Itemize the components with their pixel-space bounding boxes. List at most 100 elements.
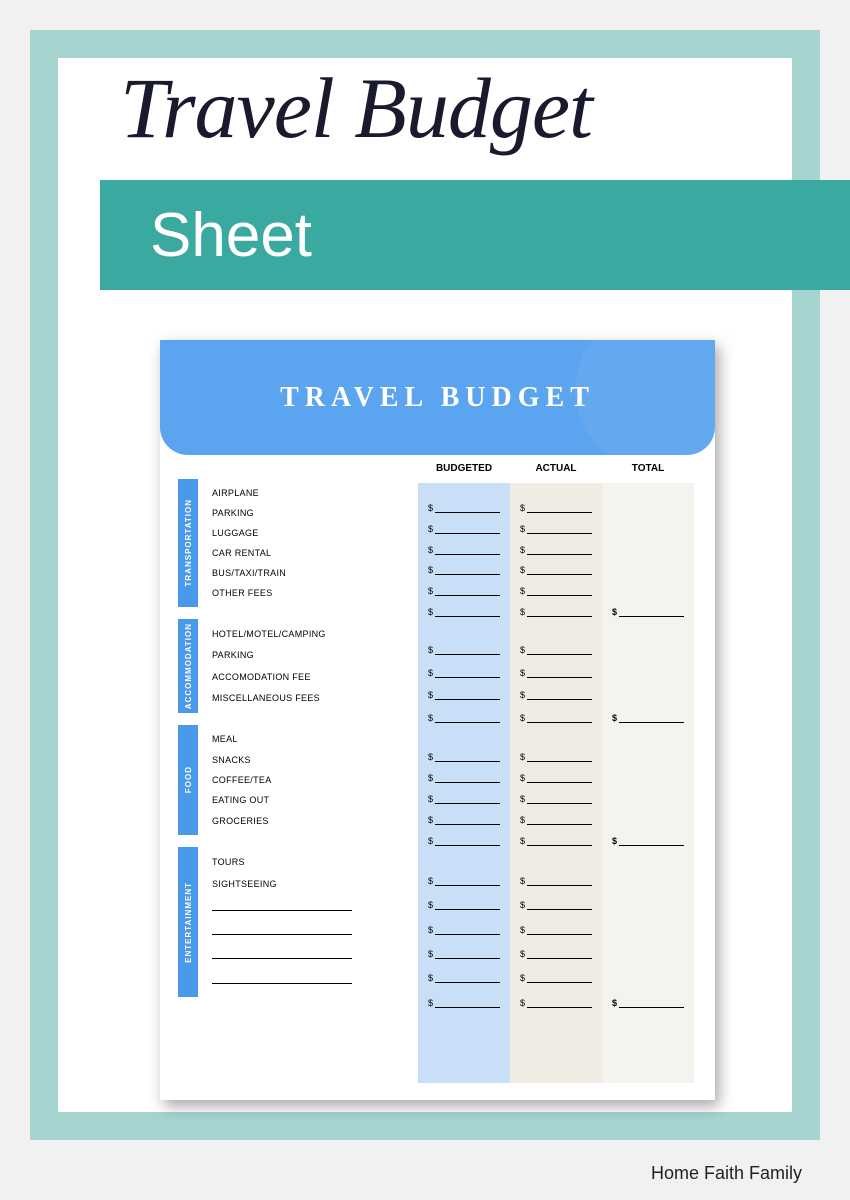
item-row: PARKING (212, 645, 398, 665)
currency-symbol: $ (520, 973, 525, 983)
value-cell[interactable] (602, 919, 694, 935)
value-cell[interactable] (602, 518, 694, 534)
value-cell[interactable]: $ (510, 746, 602, 762)
value-cell[interactable] (602, 809, 694, 825)
value-cell[interactable] (602, 894, 694, 910)
value-cell[interactable]: $ (418, 809, 510, 825)
category-labels-column: TRANSPORTATIONAIRPLANEPARKINGLUGGAGECAR … (178, 467, 398, 1080)
blank-item-line[interactable] (212, 949, 352, 959)
items-list: HOTEL/MOTEL/CAMPINGPARKINGACCOMODATION F… (212, 619, 398, 713)
value-cell[interactable]: $ (418, 684, 510, 700)
value-cell[interactable]: $ (418, 870, 510, 886)
item-row: OTHER FEES (212, 583, 398, 603)
value-cell[interactable]: $ (510, 539, 602, 555)
value-underline (527, 752, 592, 762)
value-cell[interactable]: $ (418, 662, 510, 678)
currency-symbol: $ (612, 713, 617, 723)
value-cell[interactable] (602, 662, 694, 678)
currency-symbol: $ (520, 752, 525, 762)
value-cell[interactable] (602, 639, 694, 655)
value-cell[interactable] (602, 580, 694, 596)
value-cell[interactable] (602, 539, 694, 555)
currency-symbol: $ (428, 925, 433, 935)
value-cell[interactable]: $ (510, 518, 602, 534)
value-cell[interactable]: $ (418, 639, 510, 655)
value-row: $$$ (418, 598, 698, 619)
section-food: FOODMEALSNACKSCOFFEE/TEAEATING OUTGROCER… (178, 725, 398, 835)
value-cell[interactable]: $ (418, 497, 510, 513)
value-cell[interactable]: $ (602, 707, 694, 723)
item-row: AIRPLANE (212, 483, 398, 503)
value-underline (527, 586, 592, 596)
value-underline (527, 794, 592, 804)
value-underline (435, 586, 500, 596)
value-cell[interactable]: $ (510, 788, 602, 804)
value-cell[interactable]: $ (510, 943, 602, 959)
currency-symbol: $ (520, 773, 525, 783)
value-cell[interactable]: $ (510, 809, 602, 825)
value-cell[interactable]: $ (510, 767, 602, 783)
value-cell[interactable]: $ (510, 830, 602, 846)
value-cell[interactable] (602, 559, 694, 575)
value-underline (435, 668, 500, 678)
value-cell[interactable]: $ (418, 992, 510, 1008)
value-cell[interactable] (602, 943, 694, 959)
blank-item-line[interactable] (212, 901, 352, 911)
value-cell[interactable] (602, 870, 694, 886)
value-cell[interactable]: $ (510, 639, 602, 655)
value-cell[interactable]: $ (418, 767, 510, 783)
value-cell[interactable]: $ (510, 662, 602, 678)
value-underline (527, 524, 592, 534)
currency-symbol: $ (428, 586, 433, 596)
currency-symbol: $ (520, 900, 525, 910)
value-underline (435, 524, 500, 534)
currency-symbol: $ (428, 545, 433, 555)
value-cell[interactable]: $ (418, 943, 510, 959)
value-cell[interactable] (602, 684, 694, 700)
value-cell[interactable] (602, 967, 694, 983)
value-cell[interactable]: $ (510, 684, 602, 700)
blank-item-line[interactable] (212, 925, 352, 935)
value-cell[interactable]: $ (418, 919, 510, 935)
value-cell[interactable]: $ (418, 830, 510, 846)
value-cell[interactable]: $ (510, 919, 602, 935)
value-cell[interactable] (602, 767, 694, 783)
currency-symbol: $ (612, 607, 617, 617)
value-cell[interactable]: $ (418, 539, 510, 555)
value-cell[interactable]: $ (418, 601, 510, 617)
value-cell[interactable]: $ (510, 870, 602, 886)
value-cell[interactable]: $ (510, 497, 602, 513)
value-cell[interactable] (602, 788, 694, 804)
value-cell[interactable]: $ (510, 992, 602, 1008)
value-cell[interactable]: $ (510, 559, 602, 575)
category-label: FOOD (184, 766, 193, 793)
item-row: TOURS (212, 852, 398, 872)
value-cell[interactable]: $ (510, 894, 602, 910)
value-cell[interactable]: $ (418, 967, 510, 983)
value-cell[interactable]: $ (418, 559, 510, 575)
budget-sheet: TRAVEL BUDGET BUDGETED ACTUAL TOTAL TRAN… (160, 340, 715, 1100)
value-cell[interactable]: $ (418, 707, 510, 723)
value-cell[interactable]: $ (510, 967, 602, 983)
blank-item-line[interactable] (212, 974, 352, 984)
value-row: $$ (418, 658, 698, 681)
value-underline (435, 713, 500, 723)
value-cell[interactable]: $ (418, 788, 510, 804)
value-cell[interactable]: $ (418, 518, 510, 534)
value-underline (527, 949, 592, 959)
value-cell[interactable]: $ (418, 580, 510, 596)
value-cell[interactable]: $ (602, 992, 694, 1008)
value-cell[interactable]: $ (602, 830, 694, 846)
value-cell[interactable]: $ (418, 746, 510, 762)
subtitle-bar: Sheet (100, 180, 850, 290)
currency-symbol: $ (428, 690, 433, 700)
value-cell[interactable] (602, 497, 694, 513)
value-cell[interactable]: $ (510, 707, 602, 723)
value-cell[interactable]: $ (510, 601, 602, 617)
currency-symbol: $ (520, 668, 525, 678)
value-cell[interactable]: $ (602, 601, 694, 617)
value-cell[interactable]: $ (418, 894, 510, 910)
value-cell[interactable]: $ (510, 580, 602, 596)
value-cell[interactable] (602, 746, 694, 762)
currency-symbol: $ (520, 998, 525, 1008)
